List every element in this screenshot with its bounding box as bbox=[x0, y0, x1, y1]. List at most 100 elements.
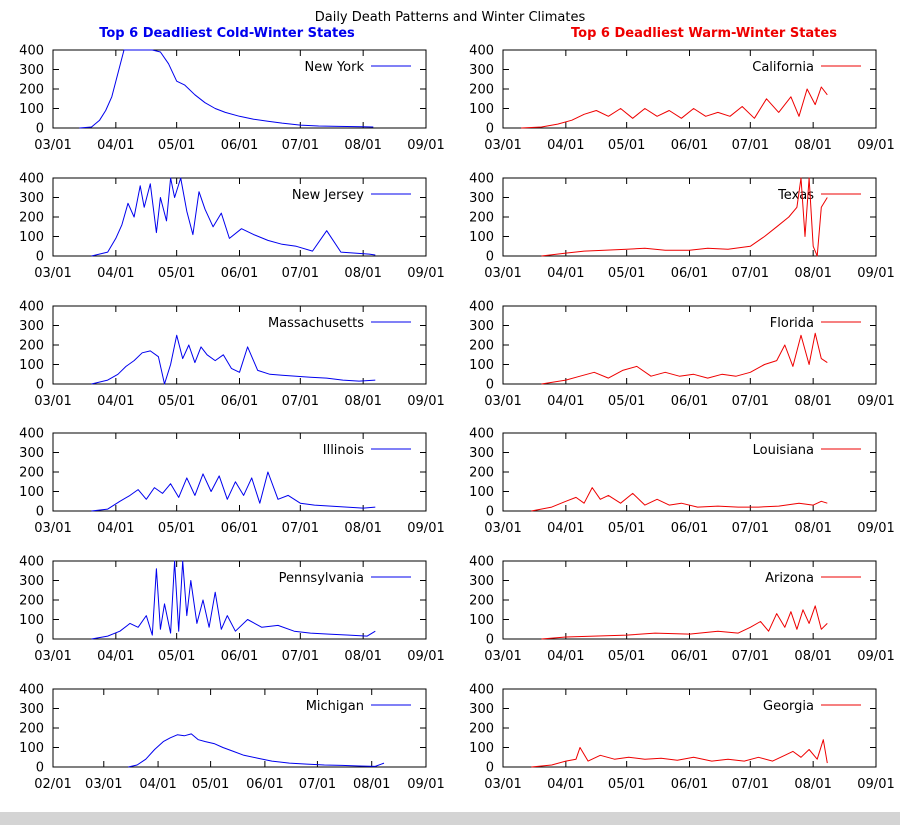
x-tick-label: 03/01 bbox=[34, 138, 71, 153]
y-tick-label: 0 bbox=[36, 761, 44, 776]
legend: California bbox=[752, 60, 861, 75]
x-tick-label: 08/01 bbox=[344, 521, 381, 536]
legend: Georgia bbox=[763, 699, 861, 714]
panel-massachusetts: 0 100 200 300 400 03/01 04/01 05/01 06/01 07/01 08… bbox=[19, 300, 445, 410]
x-tick-label: 06/01 bbox=[246, 777, 283, 792]
x-tick-label: 09/01 bbox=[857, 777, 894, 792]
y-tick-label: 400 bbox=[469, 300, 494, 315]
x-tick-label: 06/01 bbox=[221, 266, 258, 281]
y-tick-label: 300 bbox=[469, 446, 494, 461]
panel-georgia: 0 100 200 300 400 03/01 04/01 05/01 06/01 07/01 08… bbox=[469, 683, 895, 793]
y-tick-label: 400 bbox=[469, 172, 494, 187]
plot-frame bbox=[502, 432, 877, 512]
y-tick-label: 200 bbox=[19, 594, 44, 609]
x-tick-label: 05/01 bbox=[608, 521, 645, 536]
legend: Arizona bbox=[765, 571, 861, 586]
plot-frame bbox=[52, 688, 427, 768]
x-tick-label: 05/01 bbox=[608, 138, 645, 153]
y-tick-label: 100 bbox=[469, 485, 494, 500]
x-tick-label: 03/01 bbox=[484, 266, 521, 281]
y-tick-label: 400 bbox=[19, 427, 44, 442]
legend-label: New Jersey bbox=[292, 188, 364, 203]
legend-label: Louisiana bbox=[753, 443, 814, 458]
panel-new-jersey: 0 100 200 300 400 03/01 04/01 05/01 06/01 07/01 08… bbox=[19, 172, 445, 282]
x-tick-label: 09/01 bbox=[857, 266, 894, 281]
panel-arizona: 0 100 200 300 400 03/01 04/01 05/01 06/01 07/01 08… bbox=[469, 555, 895, 665]
panel-new-york: 0 100 200 300 400 03/01 04/01 05/01 06/01 07/01 08… bbox=[19, 44, 445, 154]
x-tick-label: 09/01 bbox=[407, 521, 444, 536]
x-tick-label: 08/01 bbox=[794, 777, 831, 792]
x-tick-label: 03/01 bbox=[484, 138, 521, 153]
legend-label: Massachusetts bbox=[268, 316, 364, 331]
legend: Michigan bbox=[306, 699, 411, 714]
legend-label: California bbox=[752, 60, 814, 75]
y-tick-label: 100 bbox=[469, 741, 494, 756]
x-tick-label: 04/01 bbox=[97, 266, 134, 281]
x-tick-label: 03/01 bbox=[484, 521, 521, 536]
legend-label: New York bbox=[304, 60, 364, 75]
plot-frame bbox=[502, 688, 877, 768]
y-tick-label: 300 bbox=[19, 446, 44, 461]
chart-title: Daily Death Patterns and Winter Climates bbox=[315, 10, 586, 25]
legend-label: Arizona bbox=[765, 571, 814, 586]
x-tick-label: 04/01 bbox=[547, 138, 584, 153]
y-tick-label: 0 bbox=[486, 250, 494, 265]
y-tick-label: 200 bbox=[469, 722, 494, 737]
x-tick-label: 06/01 bbox=[671, 266, 708, 281]
plot-frame bbox=[502, 560, 877, 640]
legend-label: Texas bbox=[777, 188, 814, 203]
left-column-header: Top 6 Deadliest Cold-Winter States bbox=[99, 26, 355, 41]
y-tick-label: 400 bbox=[19, 555, 44, 570]
legend: Pennsylvania bbox=[279, 571, 411, 586]
x-tick-label: 06/01 bbox=[221, 394, 258, 409]
y-tick-label: 400 bbox=[469, 427, 494, 442]
y-tick-label: 400 bbox=[469, 555, 494, 570]
legend-label: Illinois bbox=[323, 443, 364, 458]
y-tick-label: 100 bbox=[469, 358, 494, 373]
y-tick-label: 0 bbox=[36, 633, 44, 648]
legend: New York bbox=[304, 60, 411, 75]
x-tick-label: 07/01 bbox=[299, 777, 336, 792]
x-tick-label: 04/01 bbox=[547, 777, 584, 792]
y-tick-label: 100 bbox=[19, 358, 44, 373]
x-tick-label: 08/01 bbox=[344, 649, 381, 664]
y-tick-label: 400 bbox=[469, 44, 494, 59]
x-tick-label: 07/01 bbox=[282, 266, 319, 281]
x-tick-label: 03/01 bbox=[484, 649, 521, 664]
y-tick-label: 200 bbox=[469, 211, 494, 226]
series-line-illinois bbox=[91, 471, 376, 512]
y-tick-label: 300 bbox=[19, 191, 44, 206]
y-tick-label: 200 bbox=[469, 83, 494, 98]
x-tick-label: 07/01 bbox=[732, 521, 769, 536]
x-tick-label: 07/01 bbox=[282, 138, 319, 153]
window-bottom-bar bbox=[0, 812, 900, 825]
y-tick-label: 400 bbox=[19, 44, 44, 59]
x-tick-label: 04/01 bbox=[97, 521, 134, 536]
x-tick-label: 06/01 bbox=[671, 777, 708, 792]
panel-michigan: 0 100 200 300 400 02/01 03/01 04/01 05/01 06/01 07… bbox=[19, 683, 445, 793]
legend-label: Pennsylvania bbox=[279, 571, 364, 586]
x-tick-label: 09/01 bbox=[857, 521, 894, 536]
y-tick-label: 100 bbox=[469, 230, 494, 245]
legend: New Jersey bbox=[292, 188, 411, 203]
y-tick-label: 300 bbox=[19, 319, 44, 334]
x-tick-label: 03/01 bbox=[34, 394, 71, 409]
y-tick-label: 300 bbox=[469, 702, 494, 717]
legend: Louisiana bbox=[753, 443, 861, 458]
series-line-pennsylvania bbox=[91, 560, 376, 640]
x-tick-label: 07/01 bbox=[282, 394, 319, 409]
y-tick-label: 400 bbox=[469, 683, 494, 698]
x-tick-label: 09/01 bbox=[407, 394, 444, 409]
y-tick-label: 0 bbox=[36, 250, 44, 265]
x-tick-label: 08/01 bbox=[794, 266, 831, 281]
x-tick-label: 07/01 bbox=[732, 777, 769, 792]
panel-florida: 0 100 200 300 400 03/01 04/01 05/01 06/01 07/01 08… bbox=[469, 300, 895, 410]
y-tick-label: 0 bbox=[486, 761, 494, 776]
x-tick-label: 07/01 bbox=[732, 649, 769, 664]
x-tick-label: 04/01 bbox=[547, 649, 584, 664]
series-line-massachusetts bbox=[91, 334, 376, 385]
series-line-georgia bbox=[531, 739, 828, 768]
series-line-new-jersey bbox=[91, 177, 376, 257]
y-tick-label: 100 bbox=[469, 102, 494, 117]
